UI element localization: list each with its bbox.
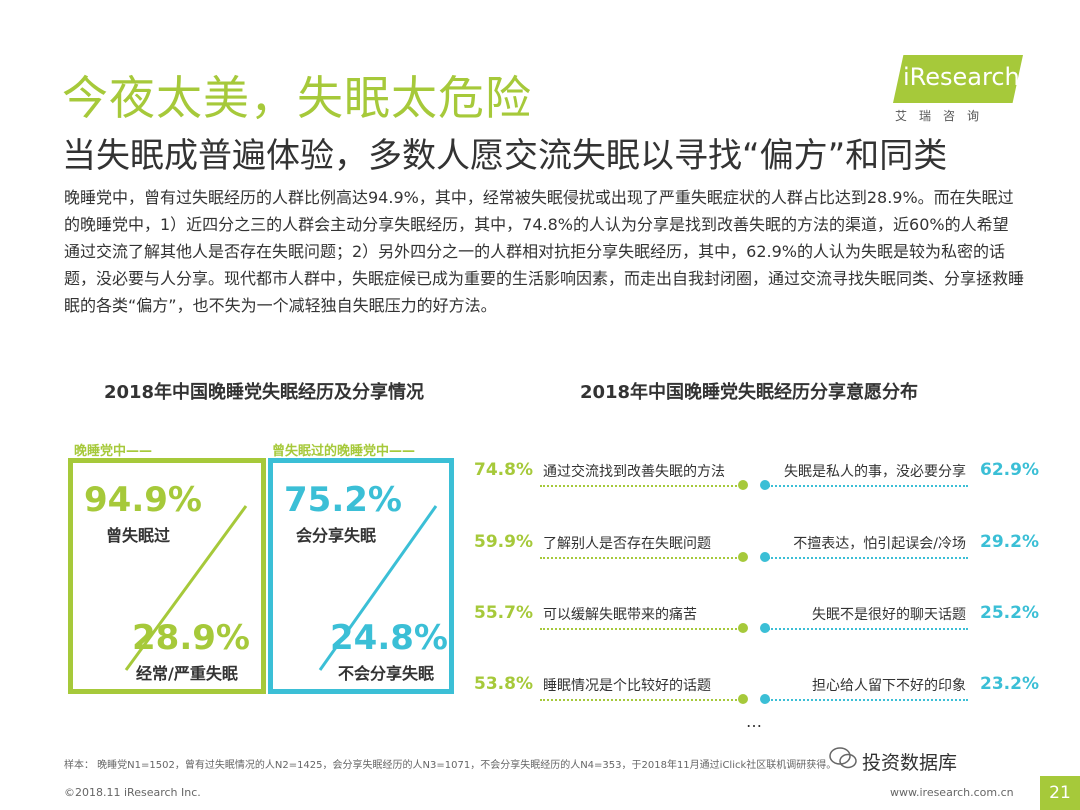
right-label: 失眠是私人的事，没必要分享 bbox=[784, 464, 966, 480]
panel1-bottom-label: 经常/严重失眠 bbox=[136, 664, 238, 683]
left-dotted-line bbox=[540, 485, 744, 487]
left-value: 53.8% bbox=[474, 674, 533, 694]
sample-footnote: 样本： 晚睡党N1=1502，曾有过失眠情况的人N2=1425，会分享失眠经历的… bbox=[64, 760, 837, 771]
panel2-top-label: 会分享失眠 bbox=[296, 526, 377, 545]
logo-text: iResearch bbox=[903, 63, 1020, 91]
panel1-diagonal bbox=[124, 505, 248, 671]
left-dotted-line bbox=[540, 628, 744, 630]
right-value: 62.9% bbox=[980, 460, 1039, 480]
website: www.iresearch.com.cn bbox=[890, 786, 1014, 799]
panel2-diagonal bbox=[318, 505, 438, 671]
panel1-diagonal-line bbox=[124, 505, 248, 671]
watermark-text: 投资数据库 bbox=[862, 752, 958, 774]
right-label: 不擅表达，怕引起误会/冷场 bbox=[793, 536, 966, 552]
right-label: 担心给人留下不好的印象 bbox=[812, 678, 966, 694]
left-dot bbox=[738, 694, 748, 704]
right-dot bbox=[760, 623, 770, 633]
page-number: 21 bbox=[1040, 776, 1080, 810]
page-title: 今夜太美，失眠太危险 bbox=[62, 71, 532, 125]
panel1-box bbox=[68, 458, 266, 694]
panel2-diagonal-line bbox=[318, 505, 438, 671]
page-subtitle: 当失眠成普遍体验，多数人愿交流失眠以寻找“偏方”和同类 bbox=[62, 136, 948, 176]
right-dot bbox=[760, 480, 770, 490]
more-ellipsis: … bbox=[746, 712, 762, 731]
left-label: 通过交流找到改善失眠的方法 bbox=[543, 464, 725, 480]
right-dotted-line bbox=[768, 699, 968, 701]
panel2-top-value: 75.2% bbox=[284, 480, 402, 520]
left-label: 可以缓解失眠带来的痛苦 bbox=[543, 607, 697, 623]
panel1-tag: 晚睡党中—— bbox=[74, 444, 153, 459]
watermark: 投资数据库 bbox=[829, 747, 958, 775]
left-label: 睡眠情况是个比较好的话题 bbox=[543, 678, 711, 694]
wechat-icon bbox=[829, 747, 857, 769]
left-chart-title: 2018年中国晚睡党失眠经历及分享情况 bbox=[103, 382, 425, 403]
left-dotted-line bbox=[540, 557, 744, 559]
logo-cn: 艾瑞咨询 bbox=[895, 109, 992, 123]
panel2-tag: 曾失眠过的晚睡党中—— bbox=[272, 444, 416, 459]
left-label: 了解别人是否存在失眠问题 bbox=[543, 536, 711, 552]
right-label: 失眠不是很好的聊天话题 bbox=[812, 607, 966, 623]
panel2-box bbox=[268, 458, 454, 694]
right-dot bbox=[760, 552, 770, 562]
left-value: 59.9% bbox=[474, 532, 533, 552]
left-dot bbox=[738, 623, 748, 633]
left-dot bbox=[738, 480, 748, 490]
right-dot bbox=[760, 694, 770, 704]
panel1-top-label: 曾失眠过 bbox=[106, 526, 171, 545]
left-value: 74.8% bbox=[474, 460, 533, 480]
left-value: 55.7% bbox=[474, 603, 533, 623]
panel1-bottom-value: 28.9% bbox=[132, 618, 250, 658]
right-dotted-line bbox=[768, 628, 968, 630]
iresearch-logo: iResearch 艾瑞咨询 bbox=[893, 55, 1023, 125]
right-value: 25.2% bbox=[980, 603, 1039, 623]
body-paragraph: 晚睡党中，曾有过失眠经历的人群比例高达94.9%，其中，经常被失眠侵扰或出现了严… bbox=[64, 188, 1025, 315]
panel2-bottom-value: 24.8% bbox=[330, 618, 448, 658]
panel2-bottom-label: 不会分享失眠 bbox=[338, 664, 435, 683]
right-dotted-line bbox=[768, 557, 968, 559]
right-dotted-line bbox=[768, 485, 968, 487]
logo-mark bbox=[893, 55, 1023, 103]
right-chart-title: 2018年中国晚睡党失眠经历分享意愿分布 bbox=[579, 382, 919, 403]
left-dotted-line bbox=[540, 699, 744, 701]
copyright: ©2018.11 iResearch Inc. bbox=[64, 786, 201, 799]
left-dot bbox=[738, 552, 748, 562]
panel1-top-value: 94.9% bbox=[84, 480, 202, 520]
right-value: 23.2% bbox=[980, 674, 1039, 694]
right-value: 29.2% bbox=[980, 532, 1039, 552]
